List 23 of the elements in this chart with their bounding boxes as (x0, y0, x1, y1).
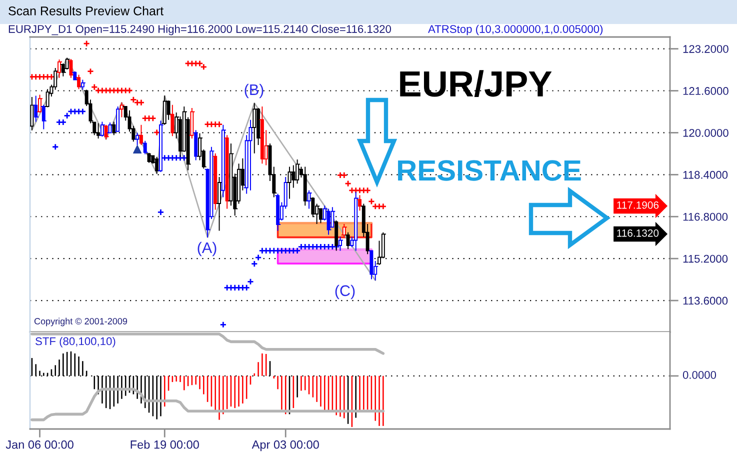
y-tick-label: 113.6000 (683, 296, 728, 305)
y-tick-label: 116.8000 (683, 212, 728, 221)
text: ATRStop (10,3.000000,1,0.005000) (428, 24, 603, 36)
annotation: (A) (198, 242, 216, 256)
x-tick-label: Feb 19 00:00 (130, 440, 199, 449)
chart-title: Scan Results Preview Chart (8, 6, 164, 16)
annotation: 117.1906 (617, 201, 659, 209)
chart-subtitle: EURJPY_D1 Open=115.2490 High=116.2000 Low=115.2140 Close=116.1320 (8, 24, 392, 36)
x-tick-label: Jan 06 00:00 (6, 440, 74, 449)
x-tick-label: Apr 03 00:00 (252, 440, 319, 452)
y-tick-label: 123.2000 (683, 45, 728, 53)
ref-line-label: 0.0000 (682, 371, 716, 379)
y-tick-label: 115.2000 (683, 254, 728, 263)
annotation: RESISTANCE (398, 160, 581, 181)
y-tick-label: 121.6000 (683, 87, 728, 95)
annotation: 116.1320 (617, 229, 659, 237)
annotation: (B) (244, 84, 264, 98)
annotation: (C) (335, 284, 355, 300)
annotation: EUR/JPY (400, 70, 552, 98)
annotation: Copyright © 2001-2009 (34, 318, 128, 326)
y-tick-label: 118.4000 (683, 170, 728, 179)
y-tick-label: 120.0000 (683, 128, 728, 137)
chart-title: STF (80,100,10) (36, 337, 116, 348)
